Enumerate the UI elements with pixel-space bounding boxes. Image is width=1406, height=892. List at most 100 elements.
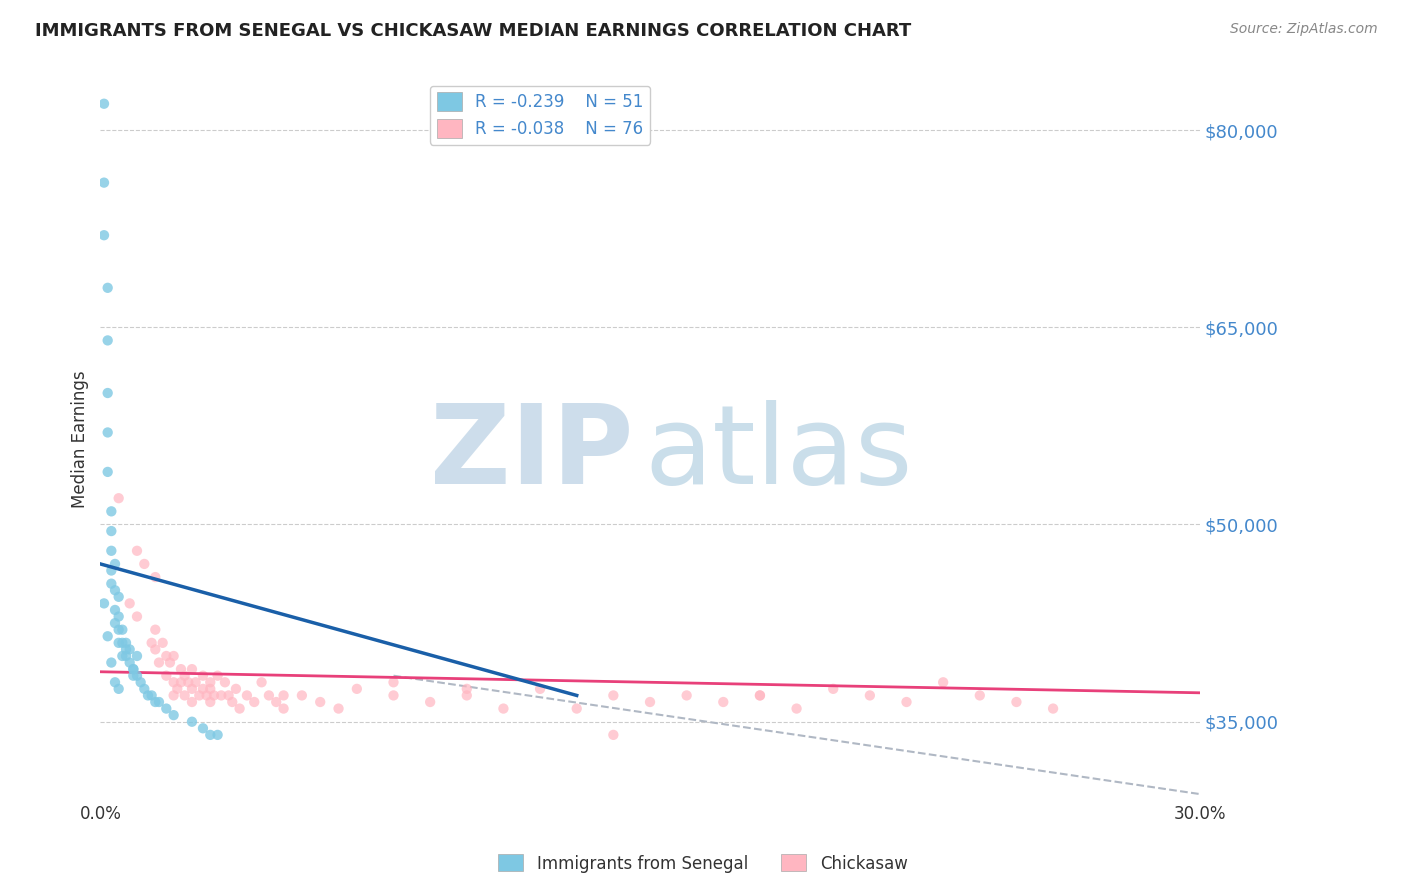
Point <box>166 681 188 696</box>
Point <box>111 636 134 650</box>
Point <box>181 681 204 696</box>
Point <box>1042 701 1064 715</box>
Point <box>382 675 405 690</box>
Point <box>602 689 624 703</box>
Point <box>859 689 882 703</box>
Point <box>170 662 193 676</box>
Text: Source: ZipAtlas.com: Source: ZipAtlas.com <box>1230 22 1378 37</box>
Point <box>250 675 273 690</box>
Point <box>162 689 184 703</box>
Point <box>456 681 478 696</box>
Point <box>115 648 138 663</box>
Point <box>111 623 134 637</box>
Point <box>173 689 195 703</box>
Point <box>104 675 127 690</box>
Point <box>111 648 134 663</box>
Point <box>97 425 120 440</box>
Point <box>291 689 314 703</box>
Point <box>896 695 918 709</box>
Point <box>207 728 229 742</box>
Point <box>748 689 770 703</box>
Point <box>107 590 129 604</box>
Point <box>107 609 129 624</box>
Point <box>97 629 120 643</box>
Point <box>969 689 991 703</box>
Point <box>236 689 259 703</box>
Point <box>492 701 515 715</box>
Point <box>225 681 247 696</box>
Point <box>218 689 240 703</box>
Legend: R = -0.239    N = 51, R = -0.038    N = 76: R = -0.239 N = 51, R = -0.038 N = 76 <box>430 86 650 145</box>
Point <box>188 689 211 703</box>
Point <box>152 636 174 650</box>
Point <box>162 648 184 663</box>
Point <box>100 656 122 670</box>
Point <box>122 662 145 676</box>
Point <box>200 675 222 690</box>
Text: IMMIGRANTS FROM SENEGAL VS CHICKASAW MEDIAN EARNINGS CORRELATION CHART: IMMIGRANTS FROM SENEGAL VS CHICKASAW MED… <box>35 22 911 40</box>
Point <box>125 648 148 663</box>
Point <box>155 701 177 715</box>
Point <box>118 656 141 670</box>
Point <box>346 681 368 696</box>
Point <box>125 543 148 558</box>
Point <box>100 524 122 538</box>
Point <box>264 695 287 709</box>
Point <box>932 675 955 690</box>
Point <box>141 689 163 703</box>
Point <box>162 675 184 690</box>
Point <box>107 491 129 506</box>
Point <box>93 96 115 111</box>
Point <box>200 695 222 709</box>
Point <box>159 656 181 670</box>
Point <box>273 701 295 715</box>
Point <box>125 669 148 683</box>
Point <box>191 669 214 683</box>
Legend: Immigrants from Senegal, Chickasaw: Immigrants from Senegal, Chickasaw <box>492 847 914 880</box>
Point <box>136 689 159 703</box>
Point <box>118 596 141 610</box>
Point <box>565 701 588 715</box>
Text: ZIP: ZIP <box>430 400 634 507</box>
Point <box>243 695 266 709</box>
Point <box>200 681 222 696</box>
Point <box>97 465 120 479</box>
Point <box>214 675 236 690</box>
Point <box>273 689 295 703</box>
Point <box>125 609 148 624</box>
Point <box>97 281 120 295</box>
Point <box>143 695 166 709</box>
Point <box>93 228 115 243</box>
Point <box>148 695 170 709</box>
Point <box>104 583 127 598</box>
Point <box>181 662 204 676</box>
Point <box>107 681 129 696</box>
Point <box>257 689 280 703</box>
Point <box>100 543 122 558</box>
Point <box>155 669 177 683</box>
Point <box>143 570 166 584</box>
Point <box>93 596 115 610</box>
Point <box>122 669 145 683</box>
Point <box>100 504 122 518</box>
Point <box>107 636 129 650</box>
Point <box>104 603 127 617</box>
Point <box>97 334 120 348</box>
Point <box>456 689 478 703</box>
Point <box>221 695 243 709</box>
Point <box>100 564 122 578</box>
Point <box>675 689 697 703</box>
Point <box>823 681 845 696</box>
Point <box>328 701 350 715</box>
Point <box>200 728 222 742</box>
Point <box>122 662 145 676</box>
Point <box>143 623 166 637</box>
Point <box>181 714 204 729</box>
Point <box>228 701 250 715</box>
Point <box>134 681 156 696</box>
Y-axis label: Median Earnings: Median Earnings <box>72 370 89 508</box>
Point <box>100 576 122 591</box>
Point <box>177 675 200 690</box>
Point <box>786 701 808 715</box>
Point <box>104 557 127 571</box>
